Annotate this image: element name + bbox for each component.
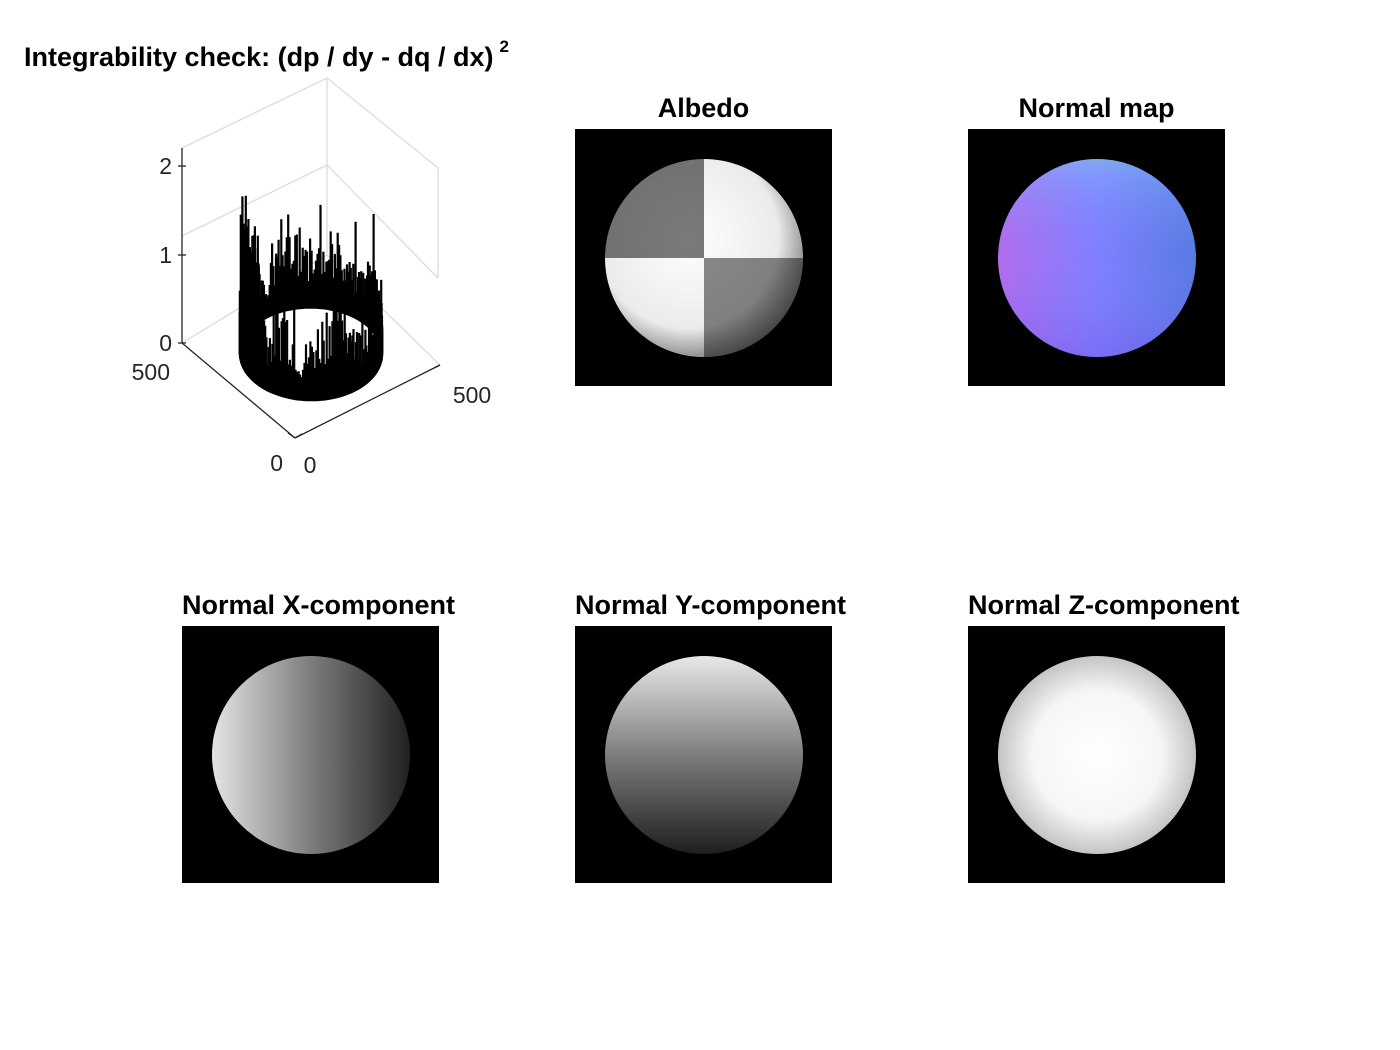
x-tick-label: 0 bbox=[304, 452, 317, 478]
normal-z-title: Normal Z-component bbox=[968, 590, 1240, 620]
ring-surface bbox=[238, 195, 384, 402]
normal-y-title: Normal Y-component bbox=[575, 590, 847, 620]
albedo-image bbox=[575, 129, 832, 386]
grid-line bbox=[326, 254, 441, 366]
y-axis-line bbox=[181, 342, 296, 439]
axes-lines bbox=[178, 148, 441, 439]
ring-base bbox=[238, 306, 384, 402]
z-tick-label: 0 bbox=[159, 330, 172, 356]
x-axis-line bbox=[294, 364, 441, 439]
normal-map-title: Normal map bbox=[1018, 93, 1175, 123]
grid-line bbox=[181, 164, 328, 237]
z-tick-label: 2 bbox=[159, 153, 172, 179]
integrability-surface-plot: 2 1 0 500 0 0 500 bbox=[132, 77, 491, 478]
integrability-title-superscript: 2 bbox=[499, 37, 510, 56]
grid-line bbox=[181, 77, 328, 149]
normal-z-image bbox=[968, 626, 1225, 883]
z-tick-label: 1 bbox=[159, 242, 172, 268]
normal-x-image bbox=[182, 626, 439, 883]
normal-x-title: Normal X-component bbox=[182, 590, 456, 620]
normal-y-image bbox=[575, 626, 832, 883]
normal-map-image bbox=[968, 129, 1225, 386]
grid-line bbox=[326, 164, 439, 279]
axes-grid bbox=[181, 77, 441, 366]
y-tick-label: 0 bbox=[270, 450, 283, 476]
y-tick-label: 500 bbox=[132, 359, 170, 385]
x-tick-label: 500 bbox=[453, 382, 491, 408]
albedo-title: Albedo bbox=[657, 93, 750, 123]
integrability-title-text: Integrability check: (dp / dy - dq / dx) bbox=[24, 42, 494, 72]
x-tick-mark bbox=[294, 433, 303, 439]
y-tick-mark bbox=[287, 432, 296, 439]
integrability-title: Integrability check: (dp / dy - dq / dx)… bbox=[24, 37, 509, 73]
x-tick-mark bbox=[433, 364, 441, 369]
grid-line bbox=[326, 77, 439, 169]
